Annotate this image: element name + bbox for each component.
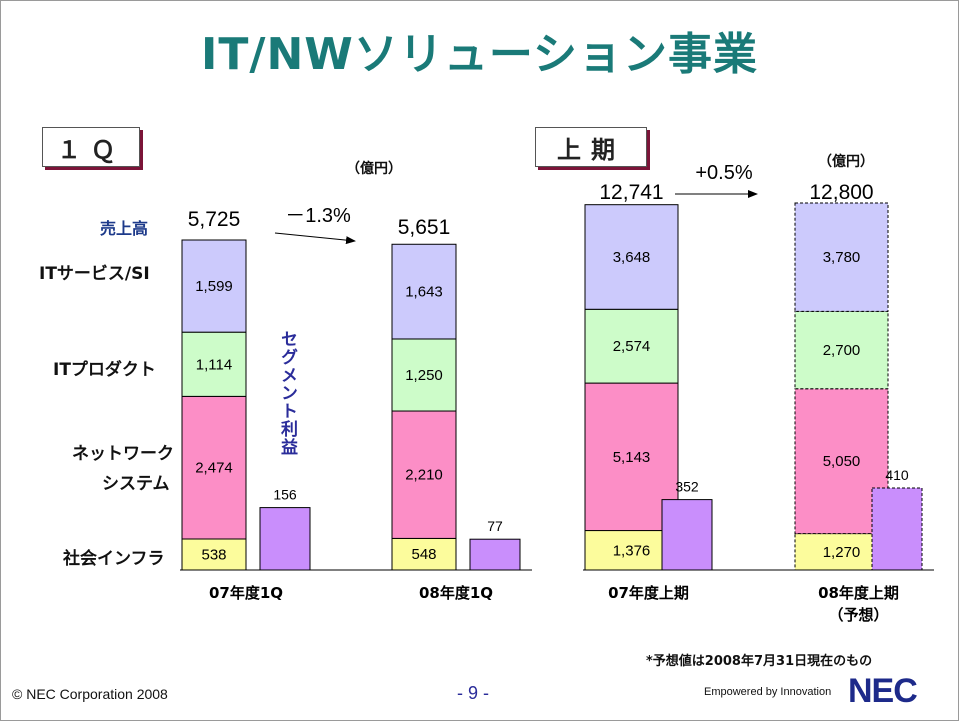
row-label-it-products: ITプロダクト [53, 360, 156, 380]
label-social_infra-1-0: 1,376 [613, 542, 651, 559]
bar-it_services-1-1 [794, 202, 889, 312]
label-it_services-1-0: 3,648 [613, 249, 651, 266]
label-it_services-1-1: 3,780 [823, 249, 861, 266]
page-number: - 9 - [457, 683, 490, 703]
row-label-network-1: ネットワーク [72, 444, 174, 464]
forecast-footnote: *予想値は2008年7月31日現在のもの [646, 654, 873, 669]
label-it_products-0-0: 1,114 [196, 356, 232, 373]
label-it_products-0-1: 1,250 [405, 367, 443, 384]
row-label-it-services: ITサービス/SI [39, 264, 150, 284]
bar-network-0-1 [391, 410, 457, 539]
category-label-1-0: 07年度上期 [608, 584, 689, 602]
total-label-1-0: 12,741 [599, 181, 663, 204]
bar-it_products-1-0 [584, 308, 679, 384]
label-social_infra-0-0: 538 [201, 546, 226, 563]
label-social_infra-1-1: 1,270 [823, 544, 861, 561]
label-it_products-1-0: 2,574 [613, 338, 651, 355]
label-profit-0-0: 156 [273, 487, 297, 503]
copyright: © NEC Corporation 2008 [12, 686, 168, 702]
total-label-0-0: 5,725 [188, 208, 241, 231]
label-network-1-1: 5,050 [823, 453, 861, 470]
row-label-network-2: システム [102, 474, 170, 494]
segment-profit-label: セグメント利益 [277, 330, 297, 456]
panel-label-first-half: 上期 [535, 127, 647, 167]
total-label-0-1: 5,651 [398, 216, 451, 239]
tagline: Empowered by Innovation [704, 686, 832, 698]
total-label-1-1: 12,800 [809, 181, 873, 204]
category-note-1-1: （予想） [828, 606, 888, 624]
label-social_infra-0-1: 548 [411, 546, 436, 563]
label-profit-1-1: 410 [885, 467, 909, 483]
bar-profit-0-1 [469, 538, 521, 571]
bar-it_products-0-0 [181, 331, 247, 397]
bar-it_services-1-0 [584, 204, 679, 310]
row-label-revenue: 売上高 [100, 219, 149, 238]
panel-label-1q: １Ｑ [42, 127, 140, 167]
label-it_services-0-1: 1,643 [405, 284, 443, 301]
label-network-1-0: 5,143 [613, 449, 651, 466]
bar-profit-0-0 [259, 507, 311, 571]
row-label-social-infra: 社会インフラ [63, 549, 165, 569]
bar-social_infra-0-1 [391, 537, 457, 571]
bar-profit-1-0 [661, 499, 713, 571]
growth-label-0: －1.3% [285, 205, 351, 227]
bar-profit-1-1 [871, 487, 923, 571]
bar-network-0-0 [181, 395, 247, 540]
bar-it_products-0-1 [391, 338, 457, 412]
bar-it_services-0-1 [391, 243, 457, 340]
growth-label-1: +0.5% [695, 162, 752, 184]
label-profit-0-1: 77 [487, 518, 503, 534]
growth-arrow-0 [274, 232, 356, 245]
unit-label-1q: （億円） [346, 161, 402, 177]
unit-label-first-half: （億円） [818, 154, 874, 170]
label-it_products-1-1: 2,700 [823, 342, 861, 359]
label-it_services-0-0: 1,599 [195, 278, 233, 295]
category-label-0-1: 08年度1Q [419, 584, 493, 602]
label-network-0-1: 2,210 [405, 467, 443, 484]
bar-it_products-1-1 [794, 310, 889, 390]
category-label-1-1: 08年度上期 [818, 584, 899, 602]
label-network-0-0: 2,474 [195, 460, 233, 477]
slide-title: IT/NWソリューション事業 [201, 29, 758, 80]
label-profit-1-0: 352 [675, 479, 699, 495]
nec-logo: NEC [848, 672, 918, 710]
bar-it_services-0-0 [181, 239, 247, 333]
category-label-0-0: 07年度1Q [209, 584, 283, 602]
